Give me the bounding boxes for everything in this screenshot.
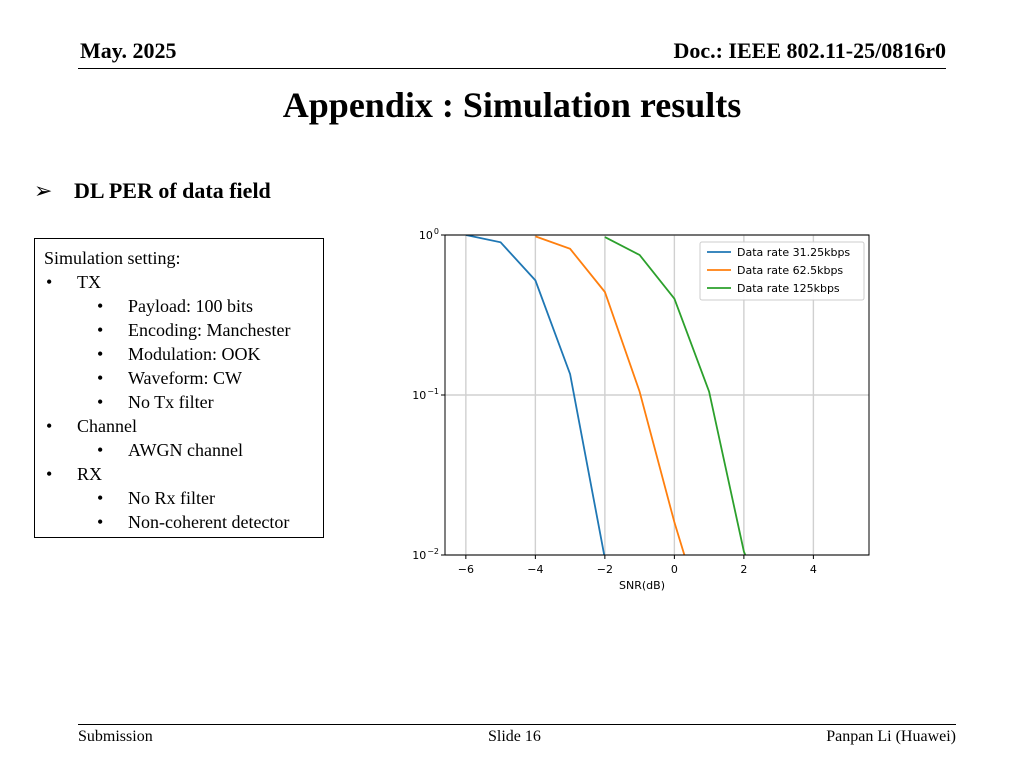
- settings-item-label: Waveform: CW: [128, 368, 243, 388]
- bullet-dot-icon: •: [97, 488, 104, 508]
- series-line-1: [465, 235, 606, 555]
- chart-legend: [699, 241, 865, 301]
- settings-item-label: AWGN channel: [128, 440, 244, 460]
- settings-item-label: Payload: 100 bits: [128, 296, 253, 316]
- settings-item: • TX: [44, 270, 323, 294]
- header-doc-id: Doc.: IEEE 802.11-25/0816r0: [673, 38, 946, 63]
- footer-slide-number: Slide 16: [488, 728, 541, 745]
- settings-item: • No Tx filter: [44, 390, 323, 414]
- series-line-2: [535, 235, 686, 555]
- legend-label: Data rate 125kbps: [737, 282, 840, 295]
- bullet-dot-icon: •: [97, 440, 104, 460]
- footer-divider: [78, 724, 956, 725]
- header-divider: [78, 68, 946, 69]
- settings-item-label: Encoding: Manchester: [128, 320, 291, 340]
- y-tick-base: 10: [419, 229, 433, 242]
- bullet-dot-icon: •: [97, 392, 104, 412]
- legend-label: Data rate 31.25kbps: [737, 246, 850, 259]
- y-tick-exponent: −2: [427, 547, 439, 556]
- settings-item: • Modulation: OOK: [44, 342, 323, 366]
- header-date: May. 2025: [80, 38, 177, 63]
- x-tick-label: 4: [810, 563, 817, 576]
- bullet-dot-icon: •: [97, 368, 104, 388]
- section-heading: DL PER of data field: [74, 178, 271, 203]
- settings-item: • RX: [44, 462, 323, 486]
- settings-item: • AWGN channel: [44, 438, 323, 462]
- x-axis-label: SNR(dB): [619, 579, 665, 592]
- arrow-bullet-icon: ➢: [34, 178, 53, 203]
- x-tick-label: −4: [527, 563, 543, 576]
- settings-item: • No Rx filter: [44, 486, 323, 510]
- x-tick-label: −2: [597, 563, 613, 576]
- x-tick-label: 0: [671, 563, 678, 576]
- series-line-3: [604, 236, 747, 555]
- bullet-dot-icon: •: [46, 464, 53, 484]
- settings-item-label: Channel: [77, 416, 137, 436]
- legend-label: Data rate 62.5kbps: [737, 264, 843, 277]
- x-tick-label: −6: [458, 563, 474, 576]
- x-tick-label: 2: [740, 563, 747, 576]
- bullet-dot-icon: •: [46, 416, 53, 436]
- settings-item-label: No Rx filter: [128, 488, 215, 508]
- bullet-dot-icon: •: [97, 296, 104, 316]
- slide-title: Appendix : Simulation results: [282, 85, 742, 125]
- settings-item: • Waveform: CW: [44, 366, 323, 390]
- settings-item-label: Non-coherent detector: [128, 512, 290, 532]
- settings-item: • Encoding: Manchester: [44, 318, 323, 342]
- settings-item-label: No Tx filter: [128, 392, 214, 412]
- settings-item-label: RX: [77, 464, 103, 484]
- settings-list: • TX • Payload: 100 bits • Encoding: Manchest…: [44, 270, 323, 534]
- footer-author: Panpan Li (Huawei): [826, 728, 956, 745]
- y-tick-exponent: 0: [434, 227, 439, 236]
- simulation-settings-box: Simulation setting: • TX • Payload: 100 bit…: [34, 238, 324, 538]
- settings-item-label: TX: [77, 272, 101, 292]
- settings-item: • Channel: [44, 414, 323, 438]
- bullet-dot-icon: •: [97, 320, 104, 340]
- y-tick-base: 10: [412, 389, 426, 402]
- settings-item-label: Modulation: OOK: [128, 344, 261, 364]
- settings-item: • Payload: 100 bits: [44, 294, 323, 318]
- y-tick-base: 10: [412, 549, 426, 562]
- bullet-dot-icon: •: [97, 512, 104, 532]
- footer-submission: Submission: [78, 728, 153, 745]
- settings-item: • Non-coherent detector: [44, 510, 323, 534]
- settings-heading: Simulation setting:: [44, 248, 181, 268]
- y-tick-exponent: −1: [427, 387, 439, 396]
- bullet-dot-icon: •: [97, 344, 104, 364]
- section-bullet: ➢ DL PER of data field: [34, 178, 271, 204]
- bullet-dot-icon: •: [46, 272, 53, 292]
